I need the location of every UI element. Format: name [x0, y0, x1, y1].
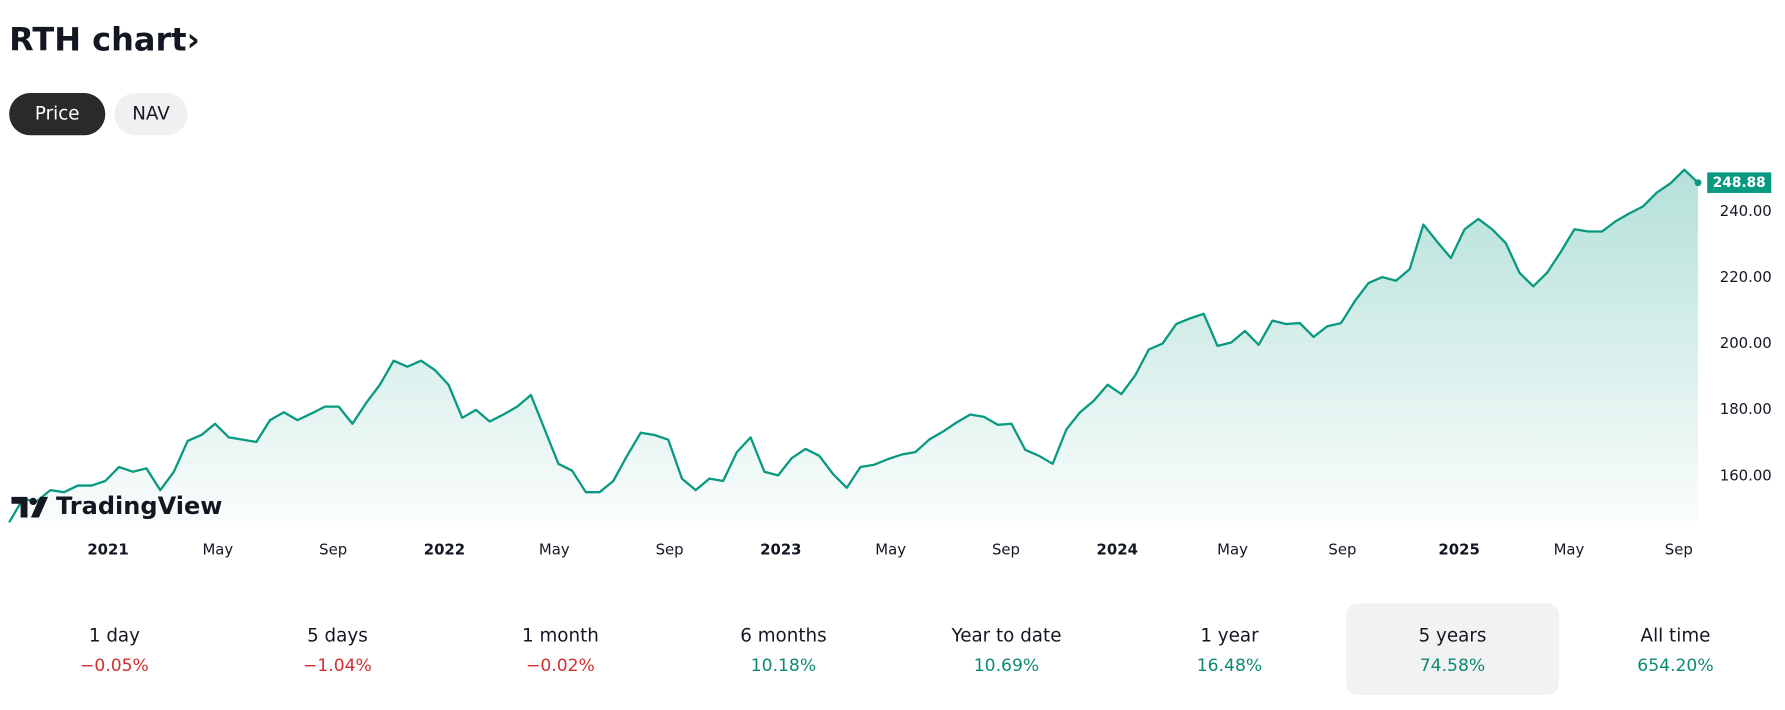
x-tick-label: Sep [319, 541, 347, 559]
tabs: Price NAV [9, 92, 188, 136]
x-tick-label: May [875, 541, 906, 559]
period-label[interactable]: 5 days [307, 625, 368, 646]
logo-text: TradingView [56, 492, 222, 520]
tab-pill[interactable] [114, 92, 188, 136]
period-label[interactable]: Year to date [950, 625, 1061, 646]
x-tick-label: May [202, 541, 233, 559]
x-tick-label: Sep [1328, 541, 1356, 559]
x-tick-label: 2023 [760, 541, 801, 559]
period-label[interactable]: 6 months [740, 625, 826, 646]
x-tick-label: Sep [992, 541, 1020, 559]
x-tick-label: Sep [656, 541, 684, 559]
period-change[interactable]: −1.04% [303, 656, 372, 676]
x-tick-label: May [539, 541, 570, 559]
y-tick-label: 200.00 [1720, 334, 1772, 352]
period-change[interactable]: 10.69% [974, 656, 1039, 676]
x-tick-label: May [1217, 541, 1248, 559]
logo-icon [29, 497, 37, 506]
x-tick-label: 2022 [424, 541, 465, 559]
page-title[interactable]: RTH chart› [9, 20, 200, 58]
last-point [1694, 179, 1702, 187]
period-label[interactable]: 1 day [89, 625, 140, 646]
period-label[interactable]: 1 month [522, 625, 599, 646]
period-change[interactable]: −0.02% [526, 656, 595, 676]
period-change[interactable]: 74.58% [1420, 656, 1485, 676]
period-change[interactable]: 654.20% [1637, 656, 1713, 676]
period-selected-bg[interactable] [1346, 603, 1559, 695]
price-line [8, 168, 1699, 523]
x-tick-label: 2021 [87, 541, 128, 559]
period-label[interactable]: All time [1641, 625, 1711, 646]
logo-icon [11, 496, 49, 518]
period-label[interactable]: 1 year [1200, 625, 1259, 646]
y-tick-label: 220.00 [1720, 268, 1772, 286]
price-area [9, 169, 1699, 523]
y-tick-label: 240.00 [1720, 202, 1772, 220]
tab-label[interactable]: Price [35, 104, 80, 125]
y-tick-label: 180.00 [1720, 400, 1772, 418]
period-change[interactable]: −0.05% [80, 656, 149, 676]
period-change[interactable]: 10.18% [751, 656, 816, 676]
chart: 160.00 180.00 200.00 220.00 240.00 2021 May Sep… [8, 168, 1772, 559]
x-tick-label: 2025 [1438, 541, 1479, 559]
period-row: 1 day −0.05% 5 days −1.04% 1 month −0.02% 6 mo… [80, 603, 1714, 695]
x-tick-label: 2024 [1097, 541, 1138, 559]
period-label[interactable]: 5 years [1419, 625, 1487, 646]
price-tag [1707, 172, 1772, 193]
x-tick-label: May [1554, 541, 1585, 559]
logo: TradingView [11, 492, 222, 520]
x-tick-label: Sep [1665, 541, 1693, 559]
price-tag-label: 248.88 [1713, 175, 1766, 191]
tab-pill[interactable] [9, 92, 106, 136]
period-change[interactable]: 16.48% [1197, 656, 1262, 676]
tab-label[interactable]: NAV [132, 104, 170, 125]
y-tick-label: 160.00 [1720, 466, 1772, 484]
